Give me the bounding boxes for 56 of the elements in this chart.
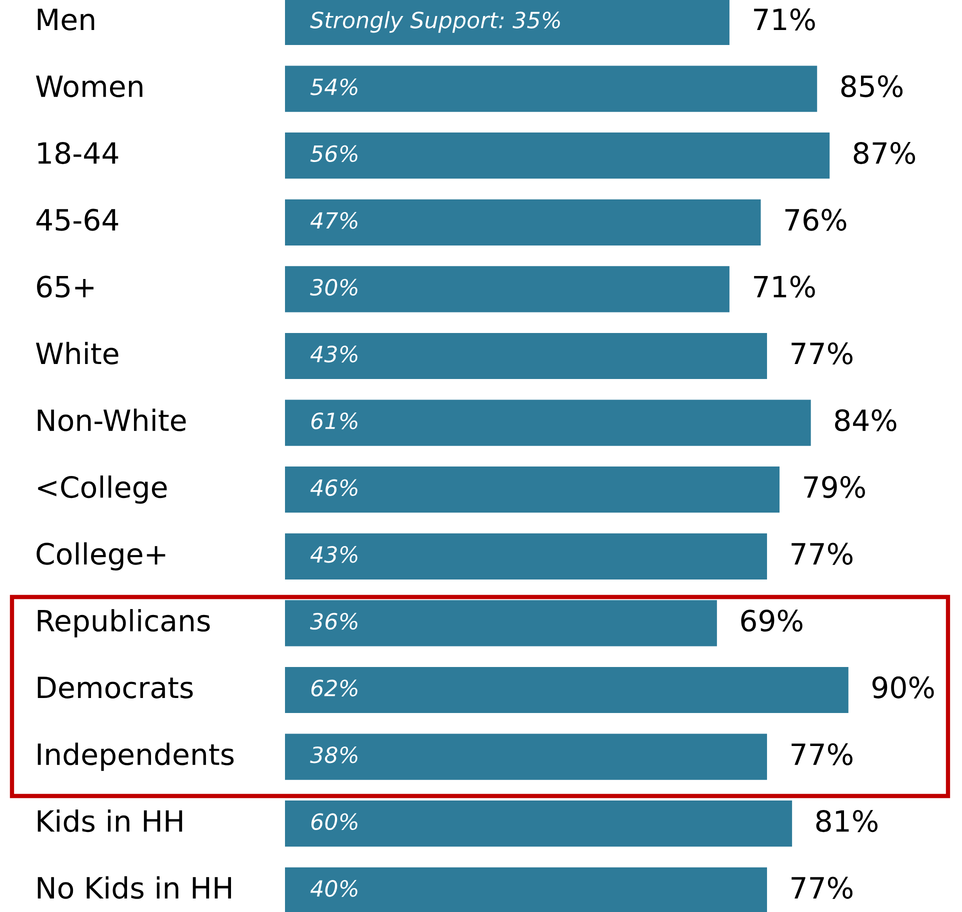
- data-label: 77%: [792, 876, 852, 899]
- y-tick-label: <College: [38, 475, 167, 504]
- bar: [285, 734, 768, 780]
- y-tick-label: Women: [36, 76, 142, 98]
- y-tick-label: Democrats: [38, 676, 193, 698]
- bar: [285, 867, 768, 912]
- annotation: 56%: [310, 145, 358, 162]
- data-label: 77%: [792, 743, 852, 766]
- bar: [285, 66, 818, 112]
- data-label: 71%: [754, 276, 815, 298]
- data-label: 81%: [816, 810, 878, 832]
- bar: [285, 132, 830, 179]
- data-label: 85%: [841, 75, 903, 98]
- y-tick-label: White: [36, 342, 118, 364]
- annotation: 43%: [310, 546, 358, 563]
- bar: [285, 0, 730, 46]
- annotation: 46%: [310, 479, 358, 496]
- annotation: 40%: [310, 880, 358, 897]
- annotation: 60%: [311, 813, 358, 830]
- y-tick-label: Non-White: [38, 408, 186, 432]
- bar: [285, 466, 780, 513]
- bar: [285, 332, 768, 380]
- bar: [285, 533, 768, 580]
- annotation: 47%: [310, 212, 358, 229]
- data-label: 77%: [792, 542, 852, 565]
- y-tick-label: Kids in HH: [38, 809, 182, 832]
- annotation: 61%: [311, 412, 358, 430]
- bar: [285, 266, 730, 312]
- annotation: 43%: [310, 346, 358, 362]
- y-tick-label: 45-64: [36, 208, 118, 231]
- data-label: 76%: [785, 208, 846, 231]
- bar: [285, 800, 792, 847]
- annotation: 30%: [310, 278, 358, 296]
- data-label: 79%: [804, 476, 865, 498]
- bar: [285, 666, 848, 714]
- annotation: 36%: [310, 612, 358, 630]
- data-label: 87%: [854, 142, 916, 164]
- y-tick-label: 18-44: [38, 142, 118, 164]
- data-label: 90%: [872, 676, 934, 698]
- bar: [285, 600, 717, 646]
- annotation: 62%: [311, 680, 358, 696]
- y-tick-label: Men: [38, 8, 94, 30]
- annotation: 54%: [310, 78, 358, 96]
- data-label: 69%: [741, 610, 802, 632]
- data-label: 71%: [754, 8, 815, 30]
- bar: [285, 400, 811, 446]
- y-tick-label: Republicans: [38, 609, 210, 638]
- annotation: 38%: [310, 746, 358, 764]
- data-label: 77%: [792, 342, 852, 364]
- annotation: Strongly Support: 35%: [310, 11, 560, 33]
- y-tick-label: No Kids in HH: [38, 876, 232, 899]
- y-tick-label: College+: [36, 542, 166, 571]
- y-tick-label: Independents: [38, 742, 234, 771]
- y-tick-label: 65+: [37, 276, 94, 298]
- bar: [285, 199, 761, 246]
- data-label: 84%: [835, 409, 896, 432]
